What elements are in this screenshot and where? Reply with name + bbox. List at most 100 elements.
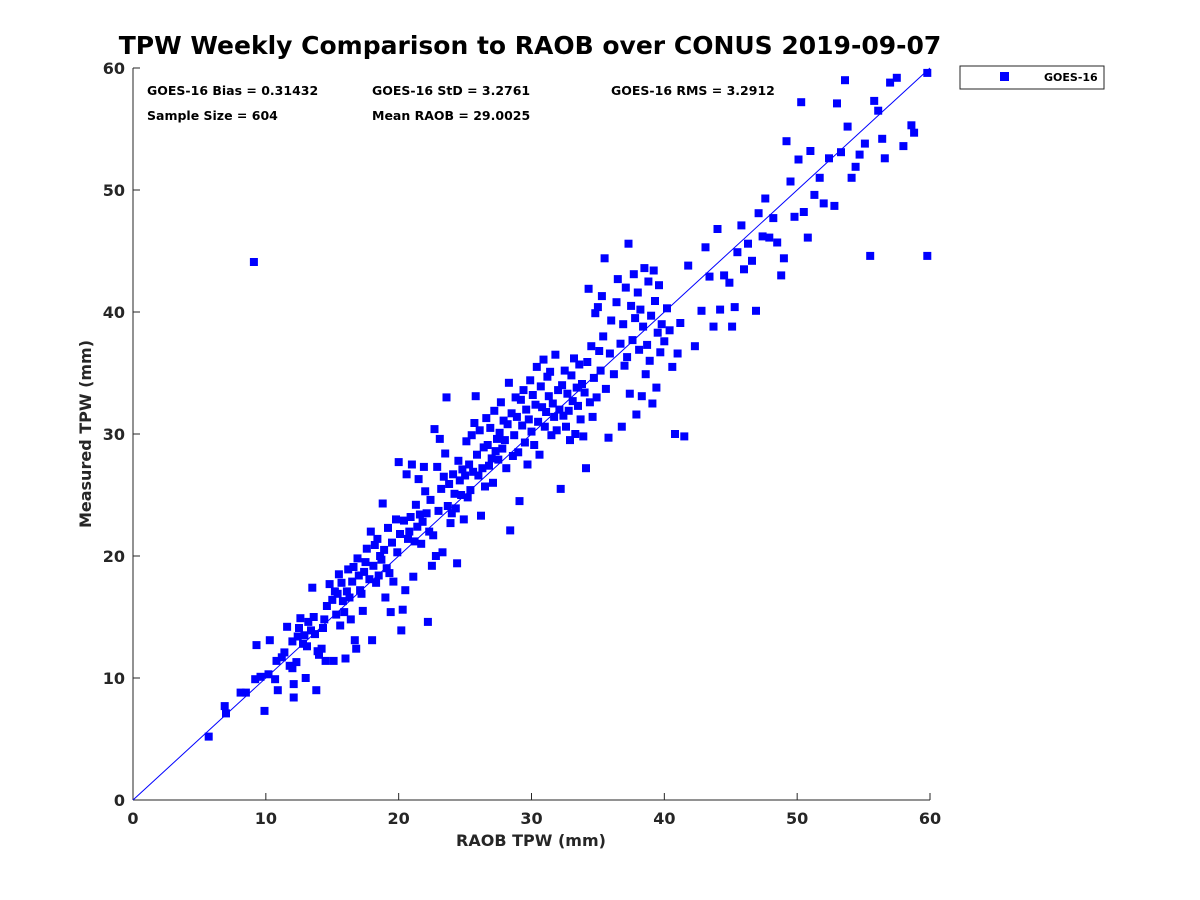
data-point (352, 644, 361, 653)
data-point (519, 386, 528, 395)
data-point (443, 502, 452, 510)
data-point (663, 304, 671, 313)
data-point (584, 284, 593, 293)
data-point (454, 456, 463, 465)
x-tick-label: 50 (786, 809, 808, 828)
data-point (322, 602, 331, 610)
data-point (797, 98, 806, 107)
data-point (370, 541, 379, 549)
data-point (394, 458, 403, 467)
data-point (410, 537, 419, 546)
data-point (494, 455, 503, 464)
data-point (720, 271, 729, 280)
data-point (671, 430, 679, 438)
data-point (450, 489, 459, 498)
data-point (489, 478, 497, 487)
data-point (490, 406, 499, 415)
data-point (320, 615, 329, 624)
legend-label: GOES-16 (1044, 71, 1098, 84)
data-point (481, 482, 489, 491)
data-point (303, 642, 311, 651)
data-point (803, 233, 812, 242)
x-tick-label: 30 (520, 809, 542, 828)
data-point (445, 480, 454, 488)
data-point (271, 675, 280, 684)
y-axis-label: Measured TPW (mm) (76, 340, 95, 528)
y-tick-label: 60 (103, 59, 125, 78)
data-point (515, 497, 524, 506)
data-point (531, 400, 540, 409)
data-point (435, 434, 444, 443)
data-point (369, 561, 378, 570)
data-point (597, 292, 606, 301)
data-point (680, 432, 689, 441)
data-point (592, 393, 601, 402)
x-tick-label: 40 (653, 809, 675, 828)
data-point (773, 238, 782, 247)
x-tick-label: 60 (919, 809, 941, 828)
data-point (899, 142, 908, 151)
data-point (353, 554, 362, 563)
data-point (319, 624, 327, 632)
data-point (288, 637, 297, 646)
data-point (220, 702, 229, 711)
data-point (393, 548, 402, 557)
data-point (744, 239, 752, 248)
data-point (404, 534, 412, 543)
data-point (249, 258, 258, 266)
data-point (516, 395, 525, 404)
data-point (740, 265, 748, 274)
data-point (461, 471, 470, 480)
data-point (447, 509, 456, 518)
data-point (631, 314, 640, 323)
data-point (348, 577, 357, 586)
data-point (758, 232, 767, 241)
data-point (502, 464, 511, 473)
data-point (470, 419, 479, 427)
data-point (417, 539, 426, 548)
data-point (473, 450, 481, 459)
data-point (342, 587, 351, 596)
data-point (730, 303, 739, 312)
data-point (277, 653, 286, 662)
y-tick-label: 30 (103, 425, 125, 444)
data-point (558, 381, 567, 390)
x-axis-ticks: 0 10 20 30 40 50 60 (127, 793, 941, 828)
data-point (462, 437, 471, 446)
data-point (568, 397, 577, 406)
legend-box (959, 65, 1105, 90)
data-point (289, 680, 298, 689)
data-point (538, 403, 547, 412)
data-point (372, 578, 381, 587)
data-point (451, 504, 460, 513)
data-point (843, 122, 852, 131)
data-point (458, 465, 467, 474)
data-point (733, 248, 742, 257)
data-point (673, 349, 682, 358)
data-point (295, 624, 303, 632)
data-point (563, 389, 572, 398)
data-point (414, 475, 423, 484)
data-point (386, 608, 395, 617)
data-point (422, 509, 431, 518)
data-point (604, 433, 613, 442)
x-axis-label: RAOB TPW (mm) (456, 831, 606, 850)
x-tick-label: 10 (255, 809, 277, 828)
data-point (645, 356, 654, 365)
data-point (328, 595, 337, 604)
data-point (485, 461, 493, 470)
data-point (591, 309, 600, 318)
data-point (578, 380, 586, 388)
data-point (571, 430, 580, 438)
data-point (346, 615, 355, 624)
data-point (794, 155, 803, 164)
data-point (907, 121, 916, 130)
data-point (500, 436, 509, 445)
data-point (866, 251, 875, 260)
data-point (381, 593, 390, 602)
data-point (300, 631, 309, 640)
data-point (415, 510, 424, 519)
data-point (589, 373, 598, 382)
data-point (360, 567, 369, 576)
data-point (389, 577, 398, 586)
